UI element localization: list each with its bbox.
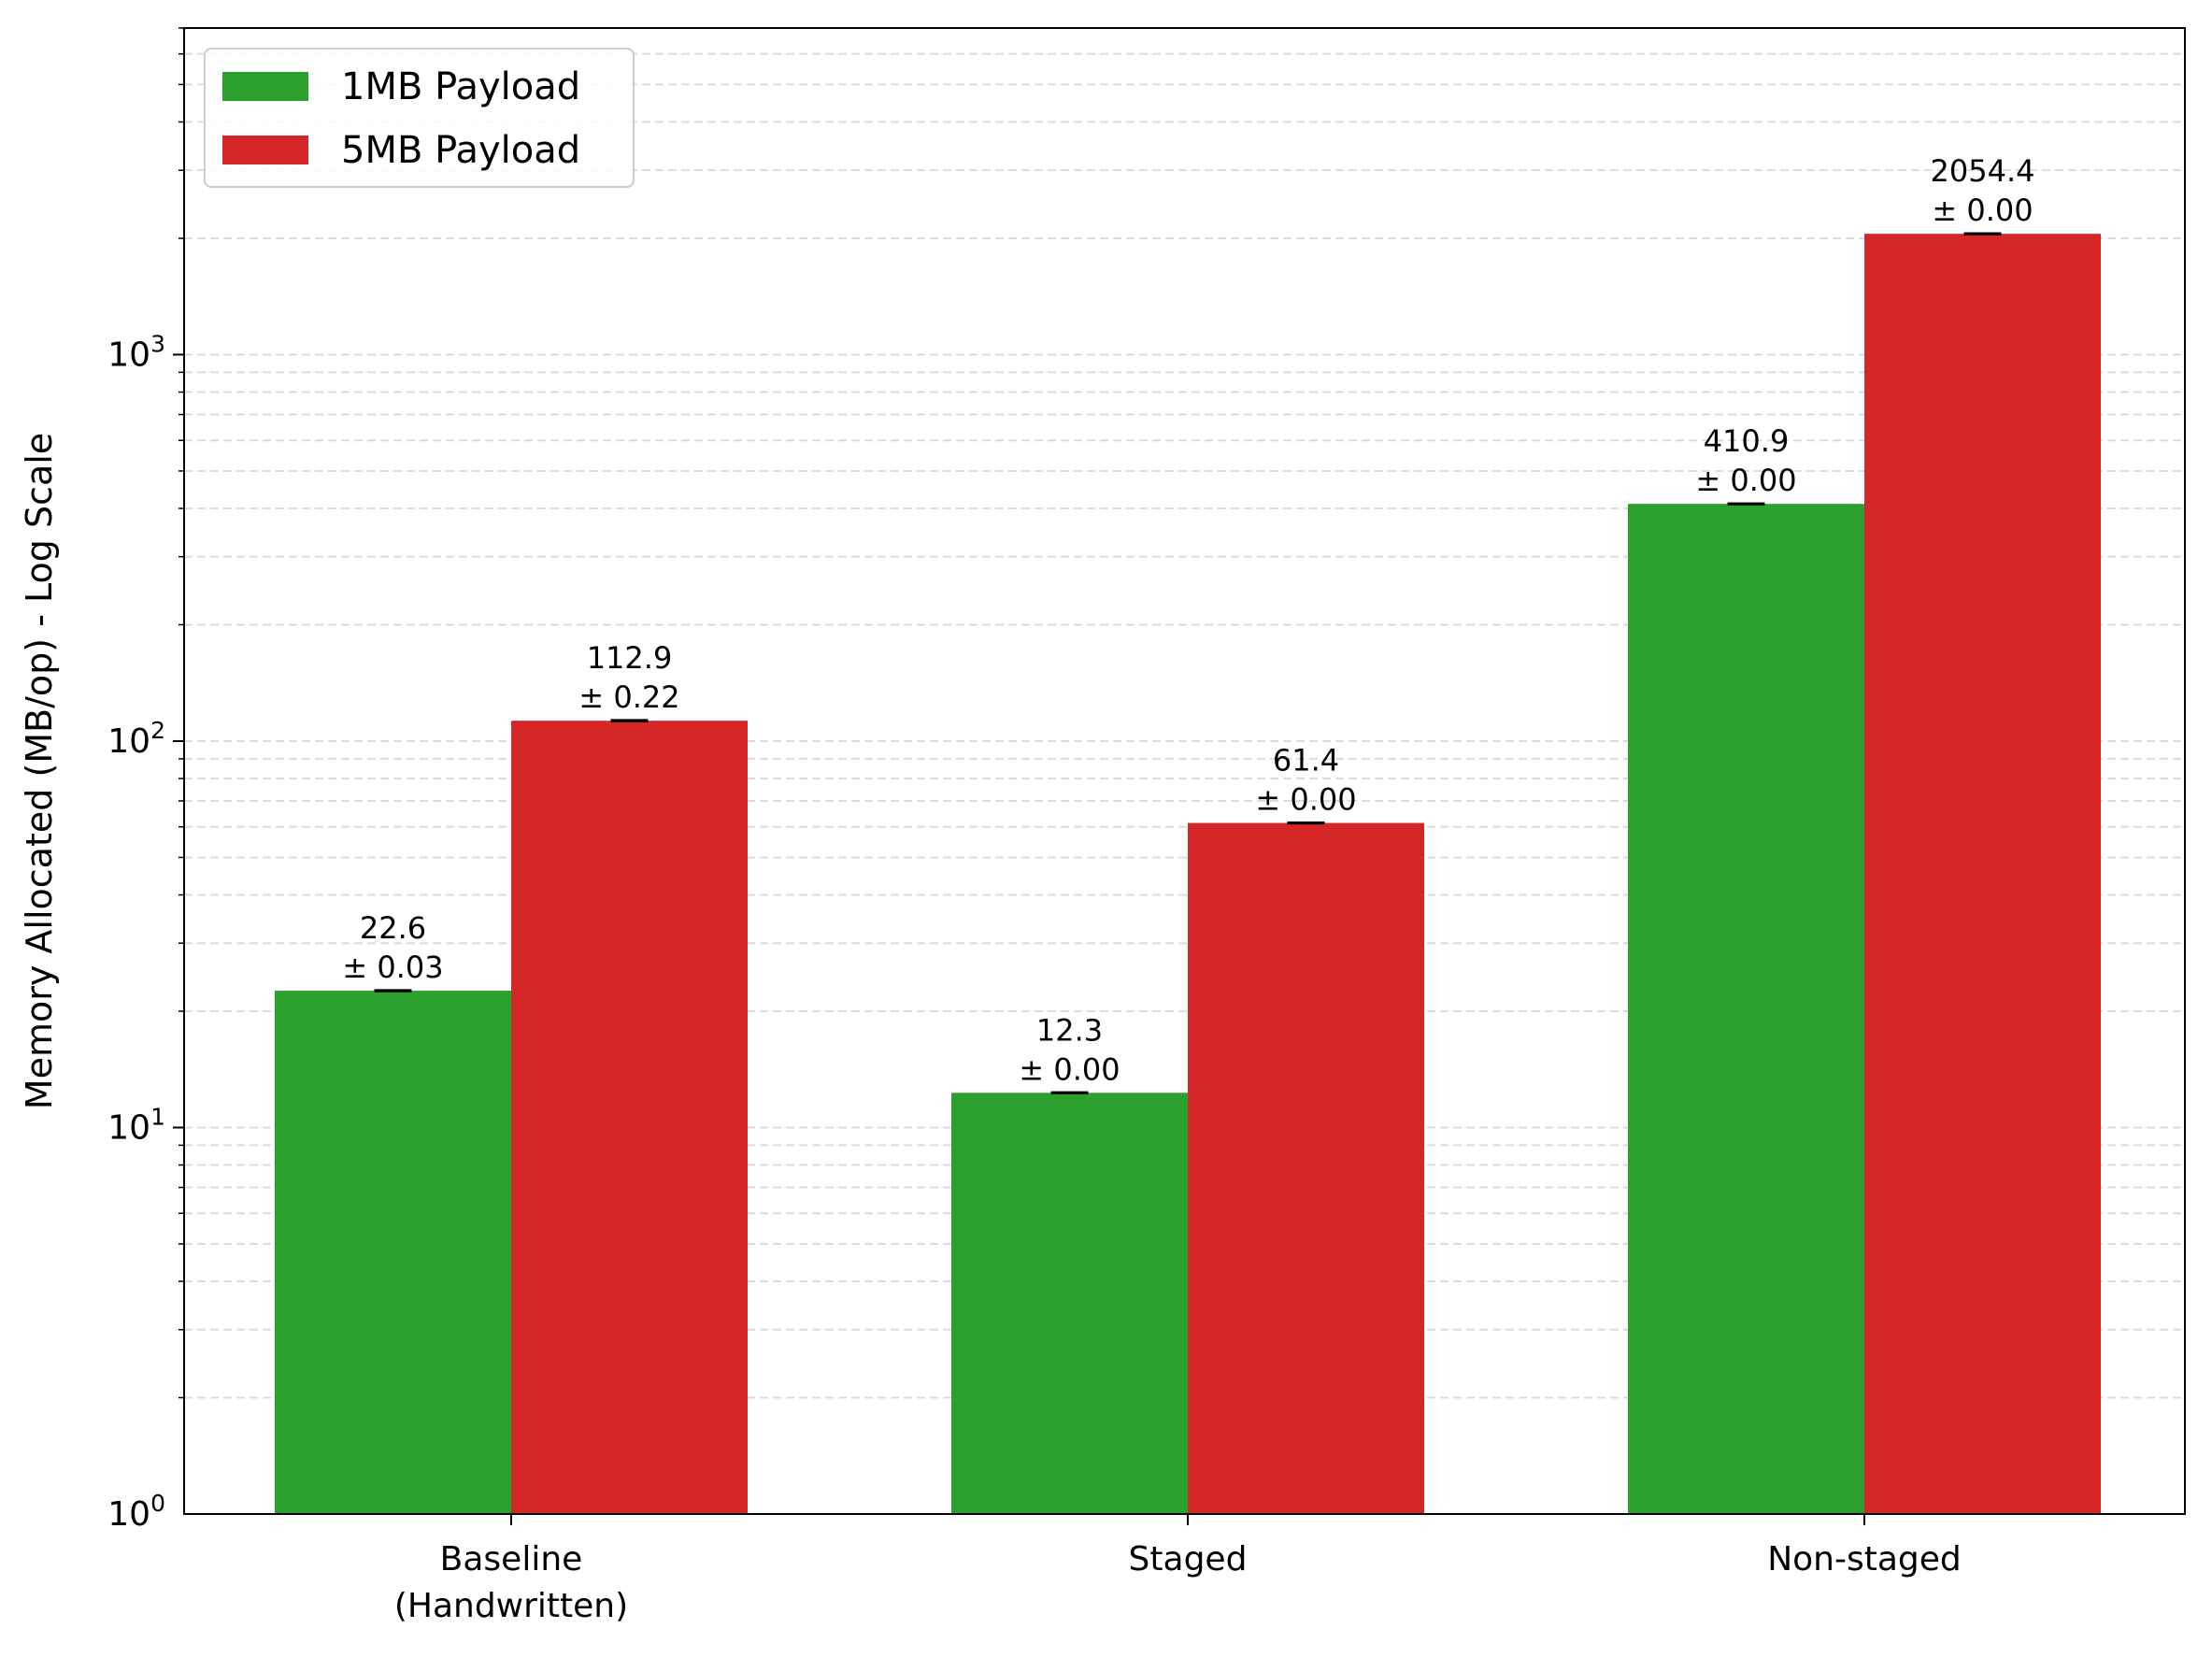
bar: [951, 1093, 1188, 1514]
error-label: ± 0.00: [1255, 782, 1356, 818]
value-label: 22.6: [360, 910, 426, 946]
bar: [275, 991, 511, 1514]
error-label: ± 0.03: [342, 950, 443, 985]
legend-box: [204, 48, 635, 188]
y-axis-ticks: 100 101 102 103: [107, 27, 184, 1534]
bar: [1628, 504, 1864, 1514]
x-axis-ticks: Baseline (Handwritten) Staged Non-staged: [394, 1514, 1962, 1625]
legend-label: 1MB Payload: [341, 65, 580, 108]
y-tick-label: 103: [107, 330, 165, 374]
bar: [511, 721, 748, 1514]
bar: [1864, 234, 2101, 1514]
error-label: ± 0.00: [1695, 463, 1796, 498]
legend-swatch: [222, 72, 308, 101]
value-label: 112.9: [587, 640, 673, 676]
value-label: 2054.4: [1931, 153, 2035, 189]
plot-frame: [183, 27, 2186, 1515]
x-tick-label: Non-staged: [1767, 1540, 1962, 1578]
error-bars: [374, 232, 2002, 1094]
x-tick-label: (Handwritten): [394, 1587, 628, 1625]
value-label: 410.9: [1704, 423, 1790, 459]
value-label: 61.4: [1273, 743, 1339, 779]
legend: 1MB Payload 5MB Payload: [204, 48, 635, 188]
legend-label: 5MB Payload: [341, 129, 580, 172]
value-label: 12.3: [1036, 1012, 1103, 1048]
y-tick-label: 102: [107, 717, 165, 761]
y-axis-title: Memory Allocated (MB/op) - Log Scale: [19, 433, 60, 1109]
x-tick-label: Staged: [1129, 1540, 1248, 1578]
error-label: ± 0.00: [1932, 193, 2033, 228]
bar: [1188, 822, 1424, 1514]
error-label: ± 0.00: [1019, 1051, 1120, 1087]
y-tick-label: 101: [107, 1103, 165, 1147]
x-tick-label: Baseline: [440, 1540, 583, 1578]
y-tick-label: 100: [107, 1490, 165, 1534]
legend-swatch: [222, 136, 308, 164]
bars: [275, 234, 2101, 1514]
error-label: ± 0.22: [578, 679, 679, 715]
